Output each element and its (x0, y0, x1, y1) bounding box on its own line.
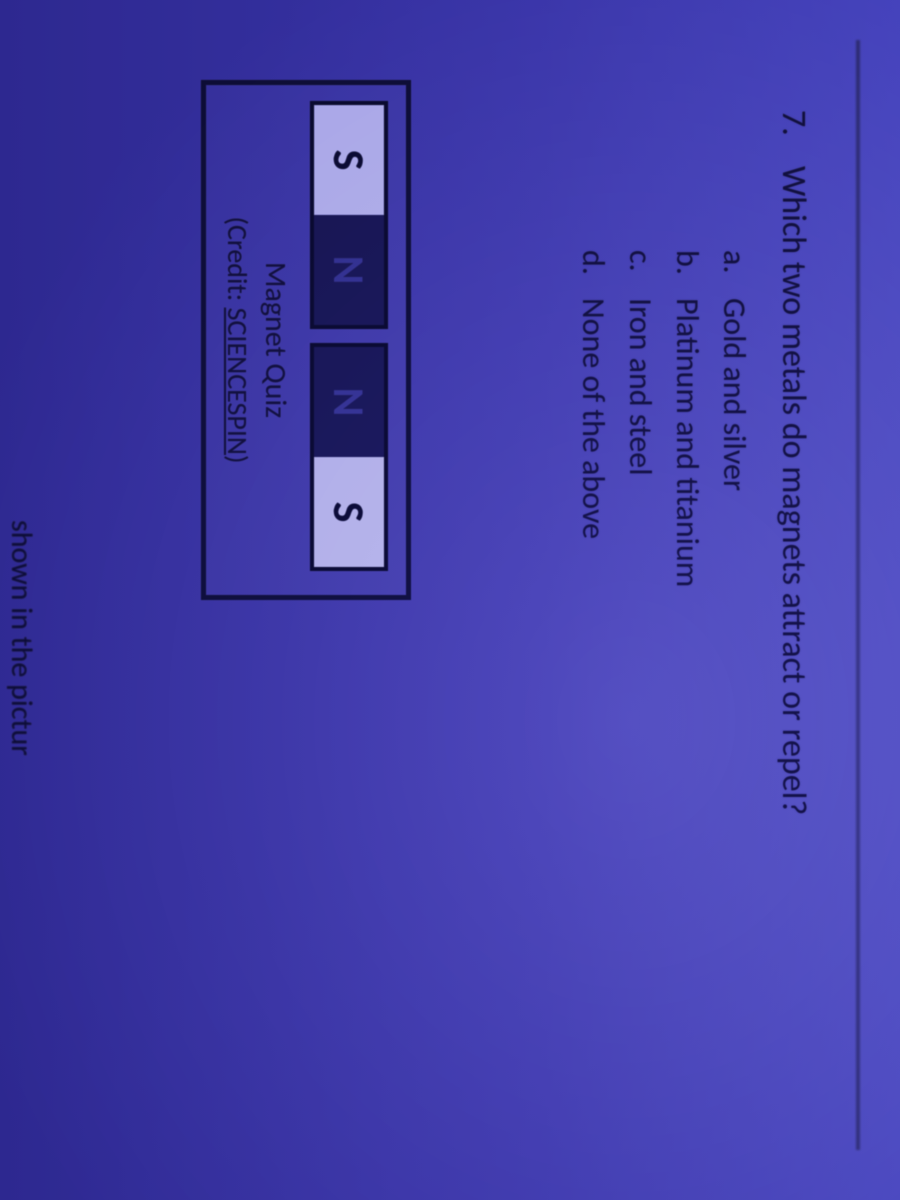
credit-link: SCIENCESPIN (220, 308, 255, 455)
figure-caption: Magnet Quiz (257, 101, 294, 579)
option-letter: d. (571, 250, 614, 282)
credit-prefix: (Credit: (220, 217, 255, 308)
page: 7. Which two metals do magnets attract o… (0, 0, 900, 1200)
pole-s: S (314, 457, 384, 567)
option-text: Platinum and titanium (666, 298, 709, 587)
question-text: Which two metals do magnets attract or r… (770, 166, 816, 815)
question-block: 7. Which two metals do magnets attract o… (571, 40, 816, 1150)
option-letter: a. (713, 250, 756, 282)
cutoff-text: shown in the pictur (0, 0, 40, 1200)
option-text: Gold and silver (713, 298, 756, 491)
option-text: None of the above (571, 298, 614, 539)
pole-s: S (314, 105, 384, 215)
question-row: 7. Which two metals do magnets attract o… (770, 110, 816, 1150)
option-b: b. Platinum and titanium (666, 250, 709, 1150)
top-rule (846, 40, 860, 1150)
magnet-figure: S N N S Magnet Quiz (Credit: SCIENCESPIN… (201, 80, 411, 600)
magnet-right: N S (310, 343, 388, 571)
option-c: c. Iron and steel (619, 250, 662, 1150)
figure-credit: (Credit: SCIENCESPIN) (220, 101, 255, 579)
options-list: a. Gold and silver b. Platinum and titan… (571, 250, 756, 1150)
magnet-row: S N N S (310, 101, 388, 579)
rotated-document: 7. Which two metals do magnets attract o… (0, 0, 900, 1200)
option-text: Iron and steel (619, 298, 662, 476)
option-a: a. Gold and silver (713, 250, 756, 1150)
question-number: 7. (770, 110, 816, 148)
option-letter: c. (619, 250, 662, 282)
credit-suffix: ) (220, 455, 255, 464)
pole-n: N (314, 347, 384, 457)
pole-n: N (314, 215, 384, 325)
magnet-left: S N (310, 101, 388, 329)
option-letter: b. (666, 250, 709, 282)
option-d: d. None of the above (571, 250, 614, 1150)
